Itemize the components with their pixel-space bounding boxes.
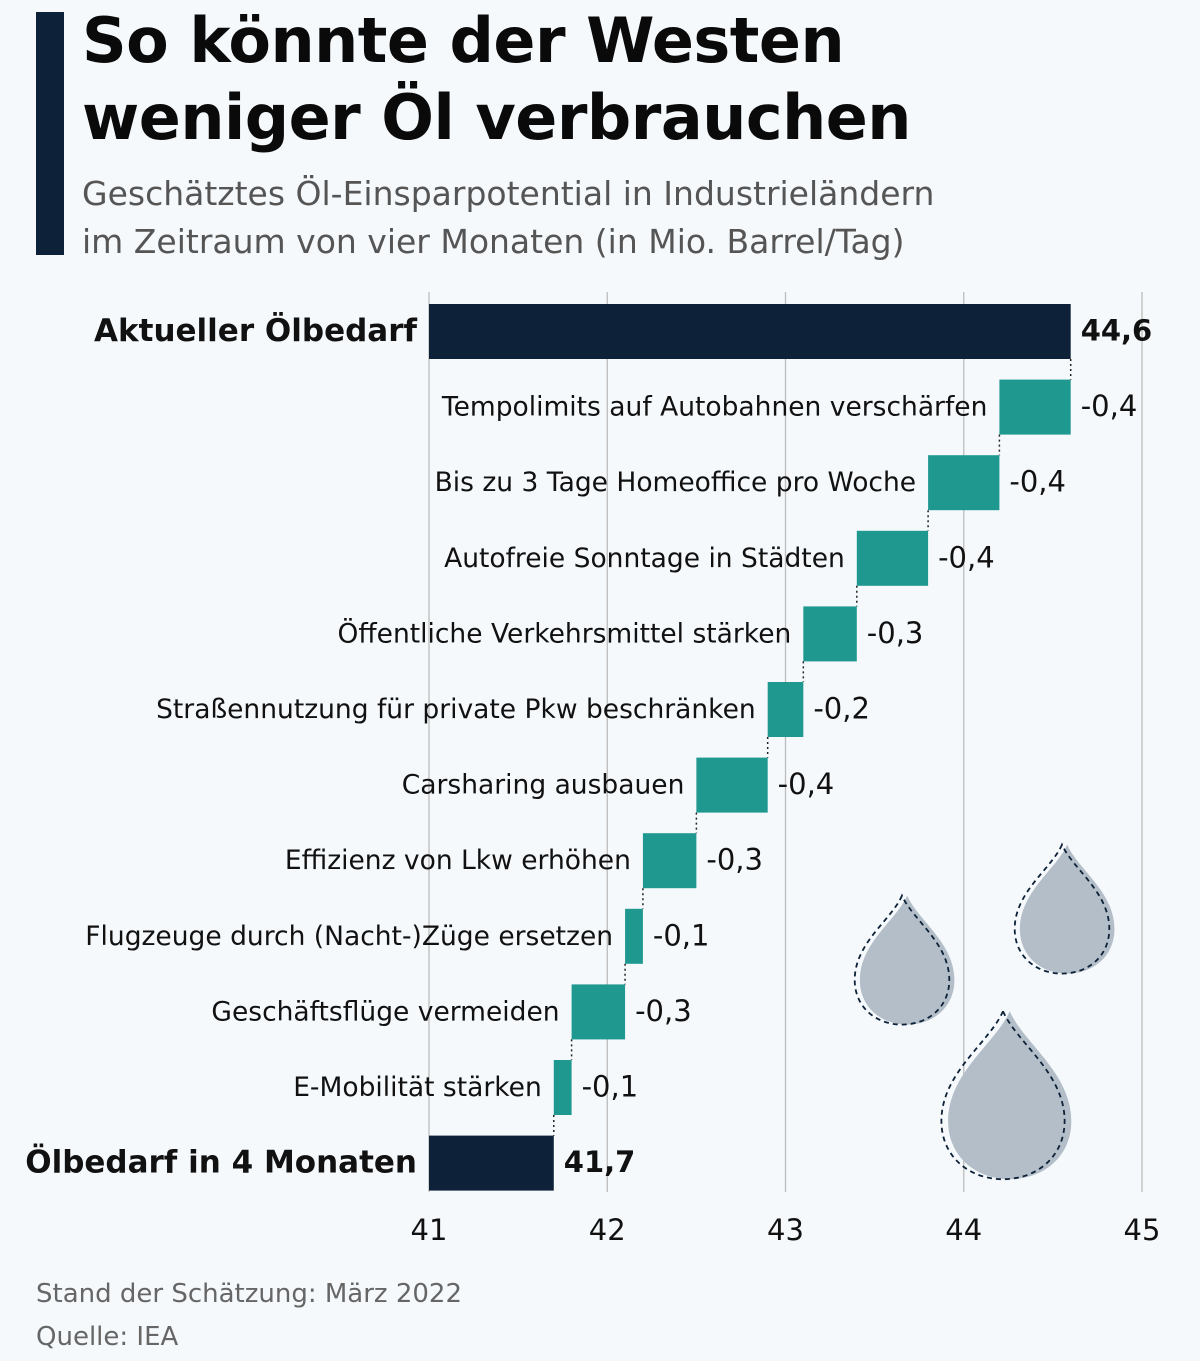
data-label: -0,2 <box>813 692 870 726</box>
category-label: Öffentliche Verkehrsmittel stärken <box>338 617 792 649</box>
data-label: -0,1 <box>582 1070 639 1104</box>
step-bar <box>696 757 768 813</box>
step-bar <box>856 530 929 586</box>
accent-bar <box>36 12 64 255</box>
oil-drop-fill <box>948 1011 1072 1180</box>
total-bar <box>429 1135 554 1191</box>
category-label: Ölbedarf in 4 Monaten <box>25 1144 417 1181</box>
total-bar <box>429 304 1071 359</box>
category-label: Effizienz von Lkw erhöhen <box>285 845 631 876</box>
data-label: -0,3 <box>706 843 763 877</box>
category-label: Aktueller Ölbedarf <box>94 312 417 349</box>
data-label: -0,4 <box>1009 465 1066 499</box>
step-bar <box>928 455 1000 511</box>
subtitle-line-2: im Zeitraum von vier Monaten (in Mio. Ba… <box>82 222 905 261</box>
category-label: Flugzeuge durch (Nacht-)Züge ersetzen <box>85 921 613 952</box>
data-label: 44,6 <box>1081 314 1153 348</box>
oil-drop-outline <box>1013 842 1111 975</box>
category-label: Autofreie Sonntage in Städten <box>444 543 845 574</box>
oil-drop-icon <box>853 893 955 1026</box>
title-line-2: weniger Öl verbrauchen <box>82 81 911 154</box>
data-label: -0,3 <box>867 616 924 650</box>
category-label: Carsharing ausbauen <box>402 770 685 801</box>
data-label: -0,4 <box>778 767 835 801</box>
oil-drop-fill <box>859 895 955 1025</box>
step-bar <box>767 682 804 737</box>
title-line-1: So könnte der Westen <box>82 4 845 77</box>
step-bar <box>999 379 1071 435</box>
category-label: Bis zu 3 Tage Homeoffice pro Woche <box>435 467 916 498</box>
step-bar <box>571 984 626 1040</box>
step-bar <box>553 1060 572 1115</box>
footer-source: Quelle: IEA <box>36 1322 179 1352</box>
category-label: Straßennutzung für private Pkw beschränk… <box>156 694 756 725</box>
footer-date-note: Stand der Schätzung: März 2022 <box>36 1279 463 1309</box>
x-tick-label: 45 <box>1124 1213 1161 1247</box>
oil-drop-fill <box>1019 844 1115 974</box>
oil-drop-outline <box>853 893 951 1026</box>
chart-subtitle: Geschätztes Öl-Einsparpotential in Indus… <box>82 170 934 266</box>
data-label: -0,1 <box>653 918 710 952</box>
oil-drop-icon <box>1013 842 1115 975</box>
step-bar <box>803 606 857 662</box>
data-label: -0,3 <box>635 994 692 1028</box>
category-label: Tempolimits auf Autobahnen verschärfen <box>441 392 987 423</box>
subtitle-line-1: Geschätztes Öl-Einsparpotential in Indus… <box>82 174 935 213</box>
x-tick-label: 43 <box>767 1213 804 1247</box>
x-tick-label: 42 <box>589 1213 626 1247</box>
x-tick-label: 41 <box>411 1213 448 1247</box>
chart-title: So könnte der Westen weniger Öl verbrauch… <box>82 2 911 156</box>
step-bar <box>642 833 697 889</box>
data-label: 41,7 <box>564 1145 636 1179</box>
oil-drop-icon <box>940 1008 1072 1181</box>
category-label: E-Mobilität stärken <box>293 1072 542 1103</box>
oil-drop-outline <box>940 1008 1066 1181</box>
step-bar <box>625 908 643 964</box>
data-label: -0,4 <box>1081 389 1138 423</box>
category-label: Geschäftsflüge vermeiden <box>211 996 559 1027</box>
data-label: -0,4 <box>938 540 995 574</box>
x-tick-label: 44 <box>945 1213 982 1247</box>
